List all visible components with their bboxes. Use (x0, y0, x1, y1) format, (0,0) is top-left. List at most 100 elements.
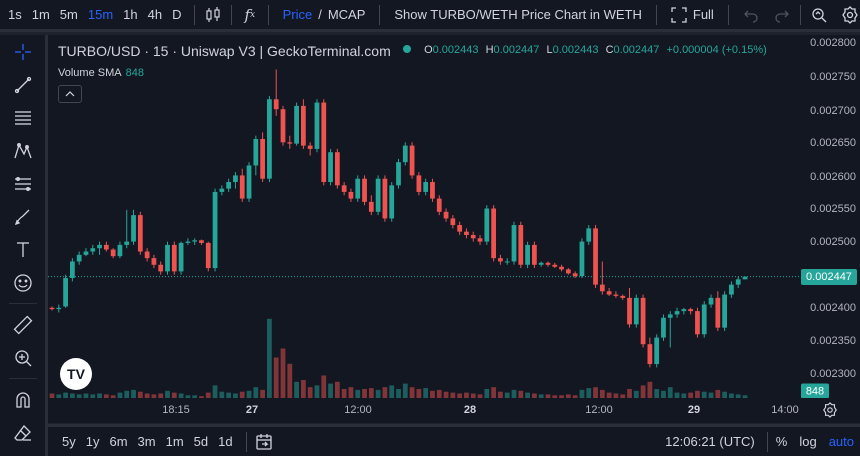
horizontal-lines-tool-icon[interactable] (0, 101, 47, 134)
log-scale-toggle[interactable]: log (799, 434, 817, 449)
utc-clock[interactable]: 12:06:21 (UTC) (665, 434, 755, 449)
divider (245, 431, 247, 452)
timeframe-5m[interactable]: 5m (59, 7, 78, 22)
close-key: C (605, 44, 614, 56)
price-tick: 0.002550 (810, 203, 856, 215)
timeframe-list: 1s 1m 5m 15m 1h 4h D (0, 7, 186, 22)
toggle-separator: / (318, 7, 322, 22)
text-tool-icon[interactable] (0, 233, 47, 266)
divider (267, 4, 269, 25)
low-value: 0.002443 (552, 44, 599, 56)
price-tick: 0.002650 (810, 137, 856, 149)
fullscreen-label: Full (692, 7, 714, 22)
axis-settings-gear-icon[interactable] (822, 402, 838, 421)
divider (727, 4, 729, 25)
range-1y[interactable]: 1y (85, 434, 100, 449)
volume-value: 848 (125, 67, 144, 79)
price-toggle-option[interactable]: Price (282, 7, 313, 22)
time-tick: 18:15 (162, 404, 190, 416)
live-status-dot (403, 45, 411, 53)
date-range-list: 5y 1y 6m 3m 1m 5d 1d (48, 434, 238, 449)
range-1m[interactable]: 1m (165, 434, 184, 449)
quick-search-icon[interactable] (809, 5, 829, 25)
range-5d[interactable]: 5d (193, 434, 209, 449)
volume-label: Volume SMA (58, 67, 122, 79)
volume-value-tag: 848 (801, 383, 829, 399)
close-value: 0.002447 (613, 44, 660, 56)
toolbar-divider (8, 378, 37, 379)
fullscreen-button[interactable]: Full (665, 6, 720, 23)
divider (379, 4, 381, 25)
trend-line-tool-icon[interactable] (0, 68, 47, 101)
divider (655, 4, 657, 25)
time-tick: 27 (245, 404, 259, 416)
price-tick: 0.002700 (810, 105, 856, 117)
percent-scale-toggle[interactable]: % (775, 434, 788, 449)
high-value: 0.002447 (493, 44, 540, 56)
timeframe-1s[interactable]: 1s (8, 7, 22, 22)
change-value: +0.000004 (+0.15%) (666, 44, 767, 56)
current-price-tag: 0.002447 (801, 269, 857, 285)
high-key: H (485, 44, 494, 56)
tradingview-logo[interactable]: TV (60, 358, 92, 390)
candlestick-chart[interactable] (48, 35, 800, 398)
magnet-tool-icon[interactable] (0, 383, 47, 416)
emoji-tool-icon[interactable] (0, 266, 47, 299)
price-tick: 0.002300 (810, 368, 856, 380)
time-tick: 12:00 (344, 404, 372, 416)
open-key: O (424, 44, 433, 56)
zoom-in-tool-icon[interactable] (0, 341, 47, 374)
divider (766, 431, 768, 452)
candlestick-type-icon[interactable] (203, 5, 223, 25)
divider (194, 4, 196, 25)
symbol-title: TURBO/USD · 15 · Uniswap V3 | GeckoTermi… (58, 43, 391, 59)
toolbar-divider (8, 303, 37, 304)
chart-pane[interactable]: TURBO/USD · 15 · Uniswap V3 | GeckoTermi… (48, 35, 800, 398)
time-axis[interactable]: 18:15 27 12:00 28 12:00 29 14:00 (48, 398, 860, 423)
pattern-tool-icon[interactable] (0, 134, 47, 167)
timeframe-D[interactable]: D (172, 7, 182, 22)
goto-date-icon[interactable] (255, 433, 273, 451)
time-tick: 12:00 (585, 404, 613, 416)
fib-tool-icon[interactable] (0, 167, 47, 200)
timeframe-4h[interactable]: 4h (147, 7, 163, 22)
timeframe-1h[interactable]: 1h (123, 7, 138, 22)
auto-scale-toggle[interactable]: auto (828, 434, 854, 449)
eraser-tool-icon[interactable] (0, 416, 47, 449)
brush-tool-icon[interactable] (0, 200, 47, 233)
volume-legend: Volume SMA 848 (58, 67, 144, 79)
price-tick: 0.002500 (810, 236, 856, 248)
price-axis[interactable]: 0.002800 0.002750 0.002700 0.002650 0.00… (800, 35, 860, 399)
price-tick: 0.002400 (810, 302, 856, 314)
fullscreen-icon (671, 6, 687, 23)
show-weth-chart-button[interactable]: Show TURBO/WETH Price Chart in WETH (394, 7, 642, 22)
price-tick: 0.002600 (810, 171, 856, 183)
ruler-tool-icon[interactable] (0, 308, 47, 341)
redo-icon[interactable] (772, 5, 792, 25)
collapse-legend-button[interactable] (58, 85, 82, 103)
ohlc-legend: O0.002443 H0.002447 L0.002443 C0.002447 … (403, 44, 767, 56)
range-3m[interactable]: 3m (137, 434, 156, 449)
timeframe-1m[interactable]: 1m (31, 7, 50, 22)
mcap-toggle-option[interactable]: MCAP (327, 7, 366, 22)
range-5y[interactable]: 5y (62, 434, 76, 449)
time-tick: 29 (687, 404, 701, 416)
price-tick: 0.002800 (810, 37, 856, 49)
low-key: L (546, 44, 553, 56)
range-1d[interactable]: 1d (218, 434, 233, 449)
divider (231, 4, 233, 25)
time-tick: 14:00 (771, 404, 799, 416)
range-6m[interactable]: 6m (109, 434, 128, 449)
drawing-toolbar (0, 35, 48, 456)
undo-icon[interactable] (741, 5, 761, 25)
bottom-toolbar: 5y 1y 6m 3m 1m 5d 1d 12:06:21 (UTC) % log auto (48, 424, 860, 456)
price-mcap-toggle: Price / MCAP (277, 7, 372, 22)
crosshair-tool-icon[interactable] (0, 35, 47, 68)
price-tick: 0.002750 (810, 71, 856, 83)
settings-gear-icon[interactable] (840, 5, 860, 25)
open-value: 0.002443 (432, 44, 479, 56)
price-tick: 0.002350 (810, 335, 856, 347)
timeframe-15m[interactable]: 15m (87, 7, 114, 22)
